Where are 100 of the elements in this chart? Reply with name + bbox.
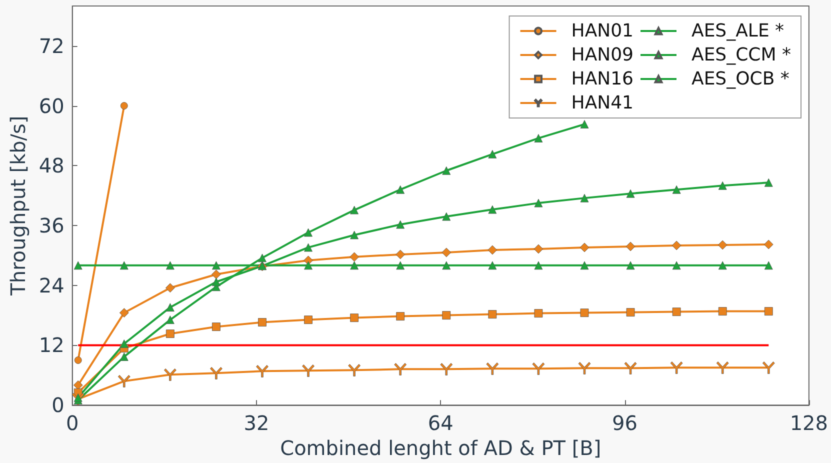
point xyxy=(258,254,266,262)
y-tick-label: 60 xyxy=(38,94,64,118)
legend-label: HAN09 xyxy=(571,44,634,66)
point xyxy=(672,308,681,316)
point xyxy=(762,361,775,374)
point xyxy=(580,194,589,202)
point xyxy=(764,240,774,250)
point xyxy=(120,102,128,110)
point xyxy=(534,198,543,208)
point xyxy=(534,261,543,270)
point xyxy=(304,316,312,324)
point xyxy=(626,189,635,198)
point xyxy=(672,185,681,194)
point xyxy=(350,230,359,240)
point xyxy=(166,330,174,338)
point xyxy=(350,252,360,262)
point xyxy=(626,308,635,317)
x-tick-label: 64 xyxy=(428,411,454,436)
point xyxy=(256,364,268,378)
point xyxy=(764,307,773,316)
point xyxy=(120,340,128,348)
x-tick-label: 128 xyxy=(790,411,828,436)
point xyxy=(442,261,451,270)
point xyxy=(672,261,681,270)
y-tick-label: 12 xyxy=(38,333,64,358)
y-axis-title: Throughput [kb/s] xyxy=(6,116,30,296)
point xyxy=(442,166,451,175)
point xyxy=(764,178,773,187)
point xyxy=(212,261,220,270)
point xyxy=(350,314,359,322)
y-tick-label: 72 xyxy=(38,34,64,58)
legend-label: HAN41 xyxy=(571,92,634,114)
point xyxy=(304,243,312,252)
point xyxy=(396,261,405,270)
point xyxy=(488,245,498,255)
point xyxy=(119,308,129,318)
point xyxy=(396,312,405,320)
y-tick-label: 0 xyxy=(52,393,64,418)
legend-label: AES_ALE * xyxy=(692,20,784,42)
point xyxy=(670,361,683,374)
point xyxy=(350,261,359,270)
legend-label: HAN16 xyxy=(571,68,634,90)
point xyxy=(486,362,499,375)
point xyxy=(488,310,497,319)
point xyxy=(718,240,728,250)
point xyxy=(212,270,221,280)
point xyxy=(166,261,174,270)
point xyxy=(120,261,128,270)
y-tick-label: 36 xyxy=(38,214,64,238)
point xyxy=(73,380,83,390)
point xyxy=(394,362,407,376)
point xyxy=(672,240,682,250)
y-tick-label: 24 xyxy=(38,273,64,298)
point xyxy=(165,283,175,293)
point xyxy=(212,322,220,331)
x-tick-label: 32 xyxy=(244,411,270,436)
point xyxy=(626,242,636,252)
point xyxy=(74,261,82,270)
point xyxy=(488,150,497,158)
point xyxy=(302,364,314,377)
point xyxy=(396,250,406,260)
point xyxy=(440,362,453,376)
x-tick-label: 96 xyxy=(612,411,638,436)
point xyxy=(304,261,312,270)
point xyxy=(580,242,590,252)
point xyxy=(210,366,222,380)
point xyxy=(626,261,635,270)
point xyxy=(166,316,174,324)
point xyxy=(624,362,637,374)
point xyxy=(716,361,729,374)
point xyxy=(118,374,130,388)
point xyxy=(212,278,220,286)
point xyxy=(718,307,727,316)
point xyxy=(74,356,82,364)
point xyxy=(488,205,497,214)
point xyxy=(534,244,544,254)
point xyxy=(442,311,451,320)
point xyxy=(488,261,497,270)
point xyxy=(718,181,727,190)
legend-label: HAN01 xyxy=(571,20,634,42)
point xyxy=(396,185,405,194)
legend-label: AES_OCB * xyxy=(692,68,790,90)
x-axis-title: Combined lenght of AD & PT [B] xyxy=(280,436,602,460)
point xyxy=(164,368,176,381)
point xyxy=(534,309,543,318)
point xyxy=(580,120,589,128)
point xyxy=(258,318,266,326)
point xyxy=(350,206,359,214)
legend-label: AES_CCM * xyxy=(692,44,792,66)
point xyxy=(396,220,405,229)
point xyxy=(442,212,451,221)
point xyxy=(442,248,452,258)
point xyxy=(304,228,312,237)
point xyxy=(718,261,727,270)
y-tick-label: 48 xyxy=(38,154,64,178)
point xyxy=(348,364,361,376)
point xyxy=(532,362,545,375)
point xyxy=(764,261,773,270)
point xyxy=(578,362,591,374)
point xyxy=(580,308,589,318)
